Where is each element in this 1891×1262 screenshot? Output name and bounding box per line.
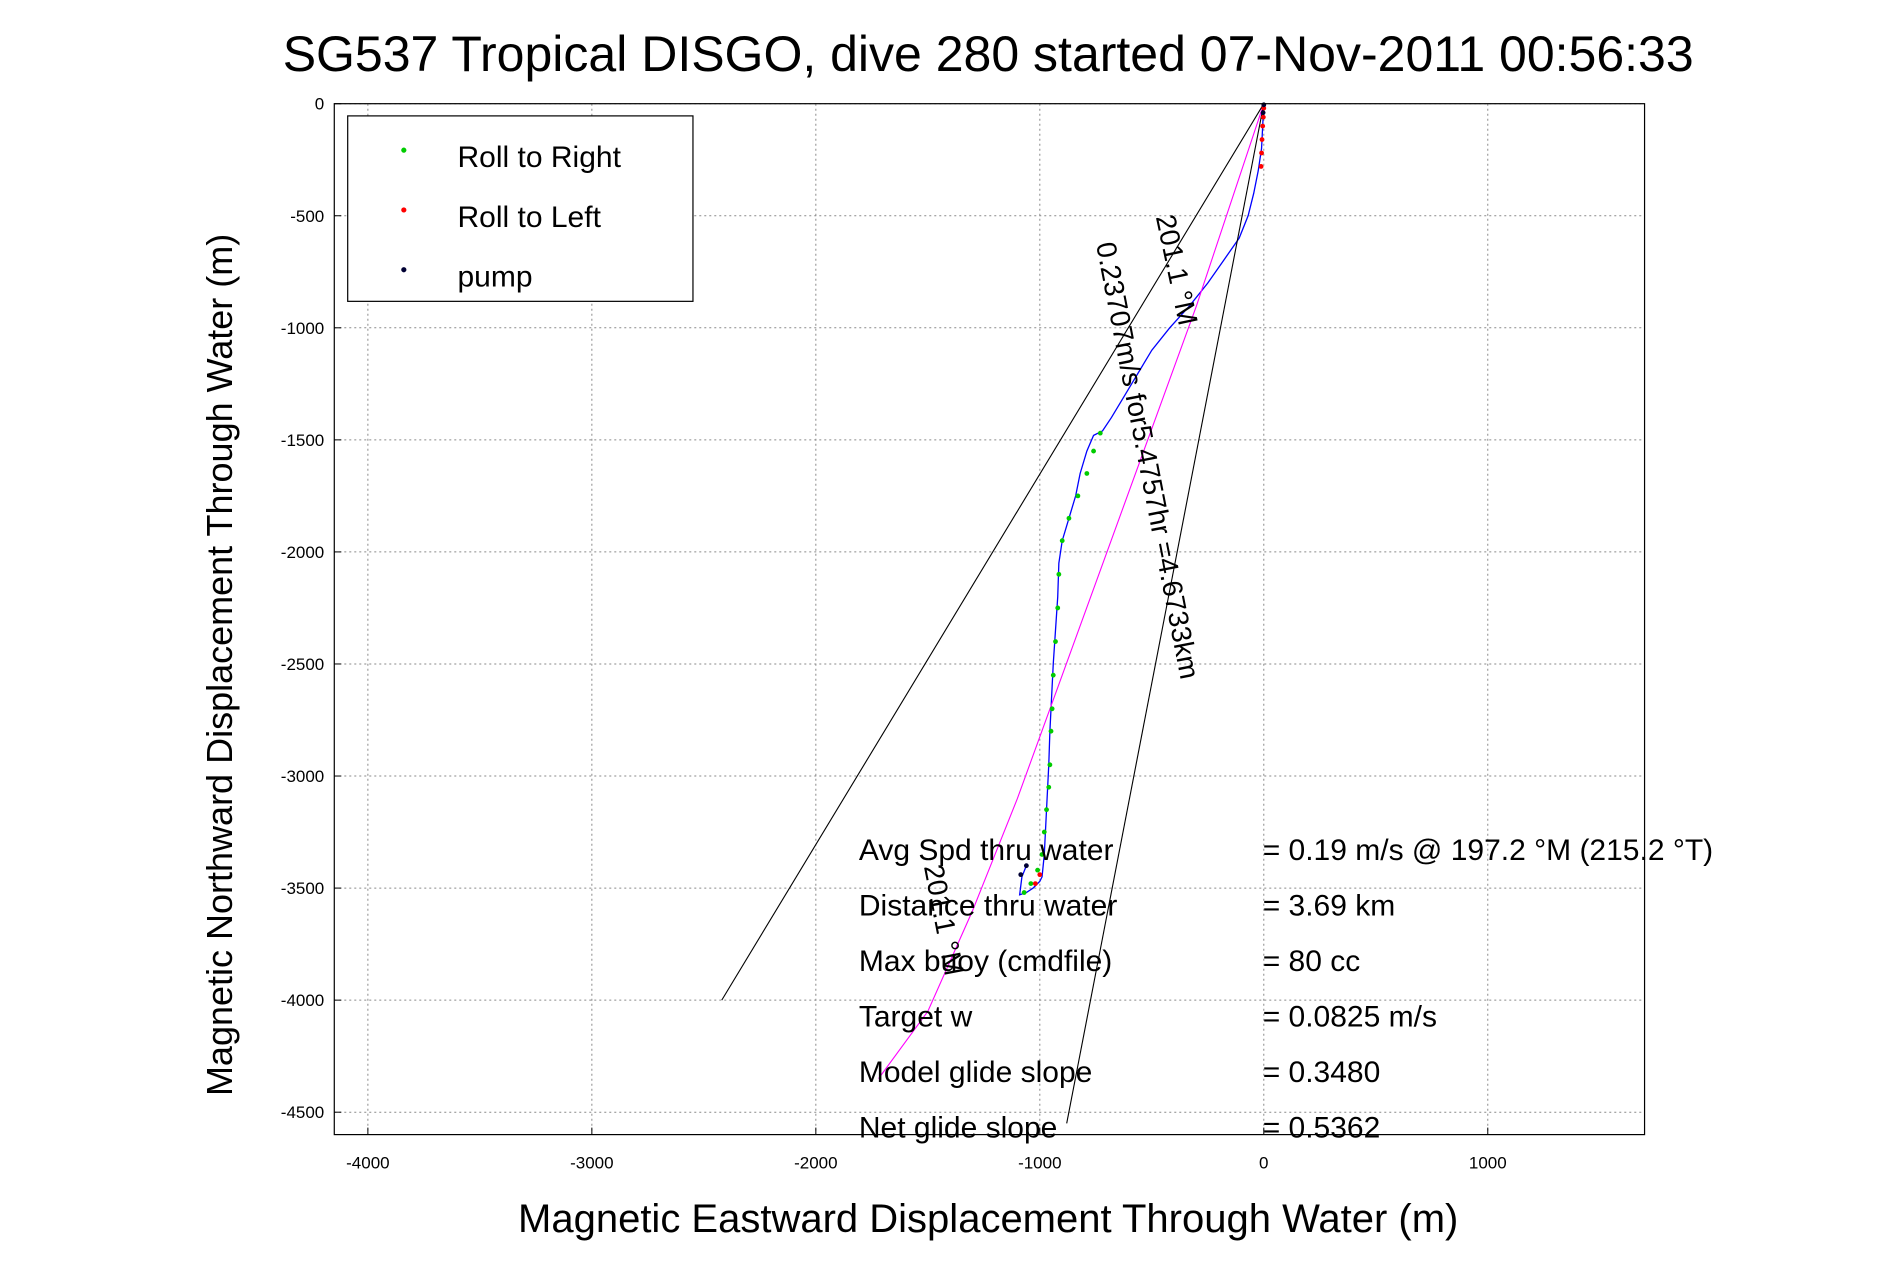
legend-item: Roll to Right	[401, 141, 622, 174]
data-point	[1028, 881, 1034, 886]
data-point	[1023, 863, 1029, 869]
data-point	[1039, 852, 1045, 857]
data-point	[1035, 867, 1040, 873]
grid	[334, 103, 1645, 1135]
x-tick-label: -3000	[570, 1154, 613, 1173]
stat-value: = 0.0825 m/s	[1263, 1001, 1437, 1034]
y-axis-label: Magnetic Northward Displacement Through …	[199, 234, 240, 1096]
legend-item: pump	[401, 261, 533, 294]
y-axis-ticks: 0 -500 -1000 -1500 -2000 -2500 -3000 -3500 -4000…	[281, 95, 342, 1122]
y-tick-label: -2000	[281, 543, 324, 562]
y-tick-label: -4000	[281, 991, 324, 1010]
stat-row: Net glide slope = 0.5362	[859, 1112, 1380, 1145]
data-point	[1066, 515, 1072, 521]
data-point	[1075, 493, 1081, 499]
data-point	[1044, 807, 1049, 813]
legend-label: Roll to Right	[458, 141, 622, 174]
data-point	[1018, 872, 1024, 878]
line-direction-cone-right	[1066, 103, 1265, 1124]
data-point	[1049, 706, 1055, 712]
stat-label: Max buoy (cmdfile)	[859, 945, 1112, 978]
data-point	[1097, 430, 1103, 436]
stat-row: Model glide slope = 0.3480	[859, 1056, 1380, 1089]
stats-block: Avg Spd thru water = 0.19 m/s @ 197.2 °M …	[859, 834, 1713, 1145]
legend-label: Roll to Left	[458, 201, 602, 234]
series-layer	[721, 102, 1267, 1124]
stat-label: Model glide slope	[859, 1056, 1092, 1089]
data-point	[1261, 105, 1267, 111]
x-tick-label: -4000	[346, 1154, 389, 1173]
x-tick-label: -2000	[794, 1154, 837, 1173]
data-point	[1059, 538, 1065, 544]
y-tick-label: -1500	[281, 431, 324, 450]
y-tick-label: -1000	[281, 319, 324, 338]
data-point	[1047, 762, 1053, 768]
y-tick-label: -3000	[281, 767, 324, 786]
series-roll-to-right	[1021, 430, 1103, 895]
data-point	[1260, 123, 1266, 129]
x-axis-ticks: -4000 -3000 -2000 -1000 0 1000	[346, 1127, 1507, 1173]
y-tick-label: -500	[290, 207, 324, 226]
data-point	[1037, 872, 1043, 878]
y-tick-label: 0	[315, 95, 324, 114]
data-point	[1056, 571, 1062, 577]
stat-value: = 0.19 m/s @ 197.2 °M (215.2 °T)	[1263, 834, 1713, 867]
data-point	[1041, 829, 1047, 835]
data-point	[1259, 137, 1265, 142]
line-direction-cone-left	[721, 103, 1265, 1001]
plot-frame	[333, 103, 1646, 1136]
y-tick-label: -2500	[281, 655, 324, 674]
legend: Roll to Right Roll to Left pump	[347, 115, 694, 302]
line-track	[1018, 103, 1265, 896]
stat-value: = 0.5362	[1263, 1112, 1381, 1145]
stat-value: = 80 cc	[1263, 945, 1361, 978]
legend-marker	[401, 267, 407, 273]
data-point	[1021, 890, 1027, 895]
data-point	[1032, 881, 1038, 886]
x-tick-label: 1000	[1469, 1154, 1507, 1173]
series-roll-to-left	[1032, 105, 1267, 886]
data-point	[1260, 110, 1266, 116]
x-axis-label: Magnetic Eastward Displacement Through W…	[518, 1197, 1458, 1241]
stat-label: Avg Spd thru water	[859, 834, 1114, 867]
chart-title: SG537 Tropical DISGO, dive 280 started 0…	[283, 26, 1694, 82]
data-point	[1084, 471, 1090, 476]
stat-label: Distance thru water	[859, 890, 1117, 923]
data-point	[1050, 672, 1056, 678]
stat-row: Distance thru water = 3.69 km	[859, 890, 1395, 923]
data-point	[1259, 150, 1264, 156]
line-ctd-track	[878, 103, 1265, 1079]
stat-row: Avg Spd thru water = 0.19 m/s @ 197.2 °M …	[859, 834, 1713, 867]
legend-label: pump	[458, 261, 533, 294]
legend-marker	[401, 207, 407, 213]
data-point	[1048, 728, 1054, 734]
y-tick-label: -3500	[281, 879, 324, 898]
stat-label: Net glide slope	[859, 1112, 1057, 1145]
stat-label: Target w	[859, 1001, 973, 1034]
stat-row: Target w = 0.0825 m/s	[859, 1001, 1437, 1034]
data-point	[1091, 448, 1096, 454]
data-point	[1260, 114, 1266, 120]
y-tick-label: -4500	[281, 1103, 324, 1122]
data-point	[1053, 639, 1058, 644]
data-point	[1046, 784, 1052, 790]
x-tick-label: -1000	[1018, 1154, 1061, 1173]
data-point	[1258, 164, 1264, 169]
data-point	[1055, 605, 1061, 611]
stat-row: Max buoy (cmdfile) = 80 cc	[859, 945, 1360, 978]
x-tick-label: 0	[1259, 1154, 1268, 1173]
legend-item: Roll to Left	[401, 201, 602, 234]
stat-value: = 3.69 km	[1263, 890, 1396, 923]
stat-value: = 0.3480	[1263, 1056, 1381, 1089]
legend-marker	[401, 147, 407, 153]
